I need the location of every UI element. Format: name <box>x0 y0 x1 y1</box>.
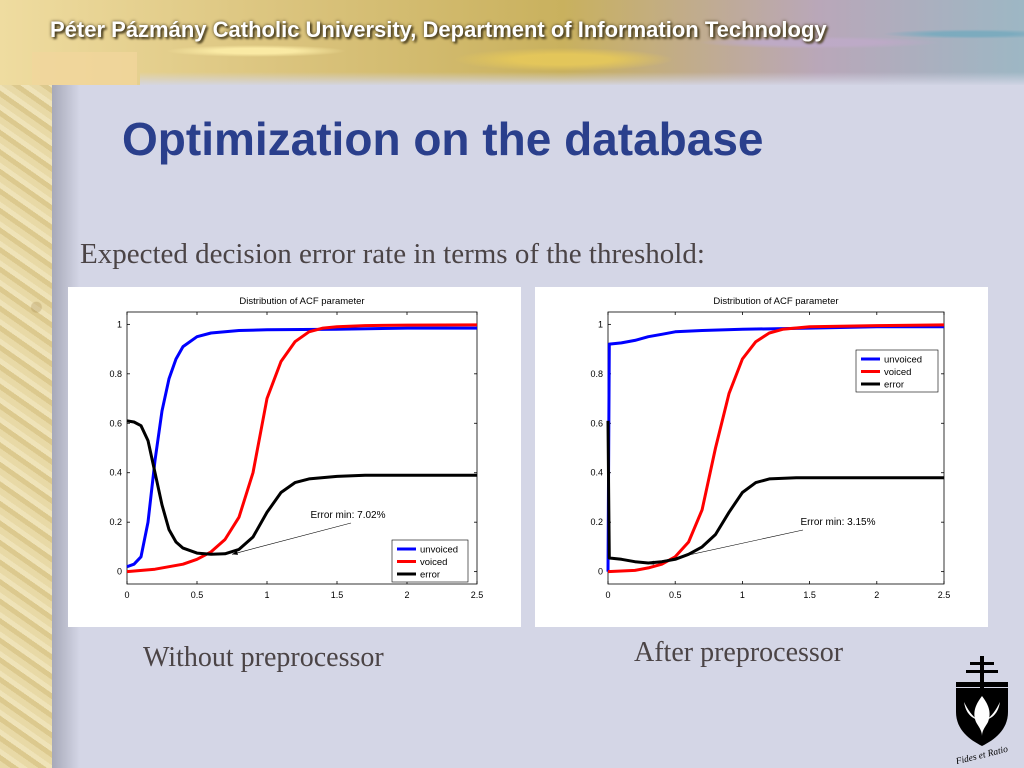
crest-top-band <box>956 682 1008 687</box>
slide-subtitle: Expected decision error rate in terms of… <box>80 238 705 270</box>
logo-motto: Fides et Ratio <box>954 745 1009 764</box>
chart-svg-right: Distribution of ACF parameter 0 0.5 1 1.5 2 2.… <box>590 296 951 600</box>
annotation-arrow <box>648 529 804 565</box>
cross-bar-top <box>970 662 994 665</box>
y-tick-label: 0.8 <box>109 369 122 379</box>
legend-label-error: error <box>420 570 440 581</box>
chart-after-preprocessor: Distribution of ACF parameter 0 0.5 1 1.5 2 2.… <box>535 287 988 627</box>
y-tick-label: 0.2 <box>590 517 603 527</box>
chart-svg-left: Distribution of ACF parameter 0 0.5 1 1.5 2 2.… <box>109 296 484 600</box>
y-tick-label: 0.2 <box>109 517 122 527</box>
series-voiced-line <box>607 323 945 574</box>
annotation-label: Error min: 7.02% <box>310 510 385 521</box>
university-name: Péter Pázmány Catholic University, Depar… <box>50 17 827 42</box>
annotation-arrowhead <box>648 560 655 565</box>
y-tick-label: 0.4 <box>590 468 603 478</box>
x-tick-label: 0 <box>605 590 610 600</box>
x-tick-label: 1 <box>740 590 745 600</box>
x-tick-label: 0.5 <box>191 590 204 600</box>
chart-title: Distribution of ACF parameter <box>239 296 364 307</box>
slide-title: Optimization on the database <box>122 113 764 165</box>
x-tick-label: 2 <box>874 590 879 600</box>
annotation-label: Error min: 3.15% <box>800 517 875 528</box>
y-tick-label: 0.4 <box>109 468 122 478</box>
legend-label-unvoiced: unvoiced <box>884 355 922 366</box>
y-tick-label: 0 <box>117 567 122 577</box>
x-tick-label: 2.5 <box>471 590 484 600</box>
university-crest-logo: Fides et Ratio <box>954 656 1009 764</box>
header-banner <box>0 0 1024 85</box>
x-tick-label: 1.5 <box>331 590 344 600</box>
y-tick-label: 1 <box>598 319 603 329</box>
caption-without-preprocessor: Without preprocessor <box>143 642 384 673</box>
y-tick-label: 0 <box>598 567 603 577</box>
fleur-icon <box>974 696 990 736</box>
y-tick-label: 0.6 <box>590 418 603 428</box>
caption-after-preprocessor: After preprocessor <box>634 637 844 668</box>
x-tick-label: 1 <box>264 590 269 600</box>
parchment-strip <box>0 0 52 768</box>
cross-bar-middle <box>966 670 998 673</box>
series-voiced-line <box>126 323 478 574</box>
x-tick-label: 0.5 <box>669 590 682 600</box>
y-tick-label: 1 <box>117 319 122 329</box>
series-error-line <box>606 420 944 565</box>
series-unvoiced-line <box>126 326 477 569</box>
legend-label-voiced: voiced <box>884 367 911 378</box>
plot-frame <box>126 311 478 585</box>
series-error-line <box>126 419 477 556</box>
x-tick-label: 2 <box>404 590 409 600</box>
x-tick-label: 2.5 <box>938 590 951 600</box>
y-tick-label: 0.6 <box>109 418 122 428</box>
annotation-arrow <box>231 522 352 555</box>
annotation-arrowhead <box>232 550 238 555</box>
x-tick-label: 0 <box>124 590 129 600</box>
banner-fade <box>140 72 1024 86</box>
chart-title: Distribution of ACF parameter <box>713 296 838 307</box>
chart-without-preprocessor: Distribution of ACF parameter 0 0.5 1 1.5 2 2.… <box>68 287 521 627</box>
x-tick-label: 1.5 <box>803 590 816 600</box>
banner-tile <box>32 52 137 85</box>
legend-label-unvoiced: unvoiced <box>420 545 458 556</box>
y-tick-label: 0.8 <box>590 369 603 379</box>
legend-label-error: error <box>884 380 904 391</box>
legend-label-voiced: voiced <box>420 557 447 568</box>
